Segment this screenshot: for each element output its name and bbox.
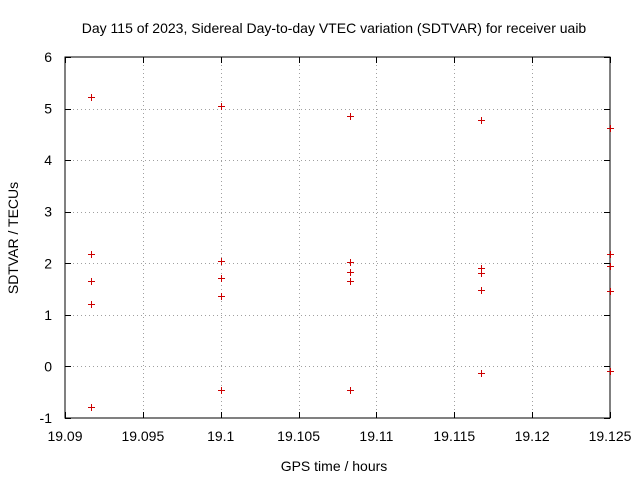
y-tick-label: 6 <box>44 49 52 65</box>
x-tick-label: 19.095 <box>121 428 164 444</box>
data-point <box>88 251 95 258</box>
data-point <box>347 387 354 394</box>
data-point <box>478 117 485 124</box>
point-layer <box>88 94 614 411</box>
data-point <box>347 113 354 120</box>
grid-layer <box>65 57 610 418</box>
x-tick-label: 19.11 <box>359 428 393 444</box>
y-tick-label: 3 <box>44 204 52 220</box>
data-point <box>478 370 485 377</box>
data-point <box>218 387 225 394</box>
data-point <box>607 288 614 295</box>
x-tick-label: 19.115 <box>433 428 475 444</box>
data-point <box>478 287 485 294</box>
data-point <box>218 103 225 110</box>
data-point <box>478 270 485 277</box>
plot-frame <box>64 56 611 419</box>
data-point <box>347 269 354 276</box>
y-tick-label: 0 <box>44 358 52 374</box>
x-tick-label: 19.09 <box>47 428 82 444</box>
x-tick-label: 19.125 <box>589 428 632 444</box>
data-point <box>88 278 95 285</box>
data-point <box>218 275 225 282</box>
data-point <box>607 263 614 270</box>
data-point <box>88 404 95 411</box>
y-axis-label: SDTVAR / TECUs <box>5 182 21 294</box>
y-tick-label: 5 <box>44 101 52 117</box>
tick-layer: 19.09 19.095 19.1 19.105 19.11 19.115 19.12 19.… <box>40 49 632 444</box>
data-point <box>88 94 95 101</box>
data-point <box>218 293 225 300</box>
data-point <box>347 259 354 266</box>
data-point <box>218 258 225 265</box>
y-tick-label: -1 <box>40 410 53 426</box>
chart-title: Day 115 of 2023, Sidereal Day-to-day VTE… <box>82 20 587 36</box>
x-tick-label: 19.1 <box>207 428 234 444</box>
y-tick-label: 4 <box>44 152 52 168</box>
data-point <box>347 278 354 285</box>
data-point <box>607 125 614 132</box>
data-point <box>607 368 614 375</box>
y-tick-label: 2 <box>44 255 52 271</box>
data-point <box>607 251 614 258</box>
data-point <box>88 301 95 308</box>
x-axis-label: GPS time / hours <box>281 458 388 474</box>
y-tick-label: 1 <box>44 307 52 323</box>
x-tick-label: 19.105 <box>277 428 320 444</box>
x-tick-label: 19.12 <box>515 428 550 444</box>
